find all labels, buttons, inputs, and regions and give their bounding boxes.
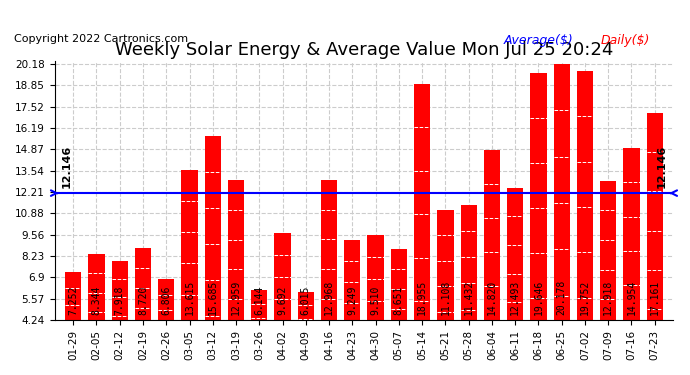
Title: Weekly Solar Energy & Average Value Mon Jul 25 20:24: Weekly Solar Energy & Average Value Mon … — [115, 41, 613, 59]
Text: 13.615: 13.615 — [184, 280, 195, 315]
Text: Copyright 2022 Cartronics.com: Copyright 2022 Cartronics.com — [14, 34, 188, 44]
Text: Daily($): Daily($) — [600, 34, 650, 47]
Text: 18.955: 18.955 — [417, 280, 427, 315]
Bar — [297, 292, 314, 375]
Bar — [321, 180, 337, 375]
Text: 8.720: 8.720 — [138, 286, 148, 315]
Bar — [88, 254, 105, 375]
Bar — [437, 210, 453, 375]
Bar — [275, 232, 290, 375]
Bar — [577, 71, 593, 375]
Bar — [65, 272, 81, 375]
Bar — [158, 279, 175, 375]
Text: 9.692: 9.692 — [277, 286, 288, 315]
Text: 12.959: 12.959 — [231, 280, 241, 315]
Bar — [414, 84, 431, 375]
Bar — [507, 188, 523, 375]
Text: 19.646: 19.646 — [533, 280, 544, 315]
Text: 12.146: 12.146 — [656, 145, 667, 188]
Text: 12.493: 12.493 — [510, 280, 520, 315]
Bar — [205, 136, 221, 375]
Text: 11.432: 11.432 — [464, 280, 473, 315]
Bar — [344, 240, 360, 375]
Text: Average($): Average($) — [504, 34, 573, 47]
Bar — [531, 73, 546, 375]
Bar — [135, 248, 151, 375]
Text: 12.146: 12.146 — [61, 145, 72, 188]
Bar — [484, 150, 500, 375]
Bar — [368, 236, 384, 375]
Text: 9.510: 9.510 — [371, 286, 381, 315]
Bar — [647, 112, 663, 375]
Text: 19.752: 19.752 — [580, 280, 590, 315]
Text: 12.968: 12.968 — [324, 280, 334, 315]
Bar — [228, 180, 244, 375]
Text: 7.252: 7.252 — [68, 286, 78, 315]
Text: 6.015: 6.015 — [301, 286, 310, 315]
Bar — [251, 290, 268, 375]
Text: 6.144: 6.144 — [255, 286, 264, 315]
Text: 9.249: 9.249 — [347, 286, 357, 315]
Bar — [391, 249, 407, 375]
Bar — [181, 170, 197, 375]
Bar — [460, 205, 477, 375]
Text: 8.344: 8.344 — [92, 286, 101, 315]
Text: 14.820: 14.820 — [487, 280, 497, 315]
Bar — [623, 148, 640, 375]
Text: 17.161: 17.161 — [650, 280, 660, 315]
Text: 8.651: 8.651 — [394, 286, 404, 315]
Text: 7.918: 7.918 — [115, 286, 125, 315]
Text: 15.685: 15.685 — [208, 280, 218, 315]
Text: 6.806: 6.806 — [161, 286, 171, 315]
Text: 12.918: 12.918 — [603, 280, 613, 315]
Bar — [600, 181, 616, 375]
Text: 20.178: 20.178 — [557, 280, 566, 315]
Text: 11.108: 11.108 — [440, 280, 451, 315]
Bar — [553, 64, 570, 375]
Text: 14.954: 14.954 — [627, 280, 636, 315]
Bar — [112, 261, 128, 375]
